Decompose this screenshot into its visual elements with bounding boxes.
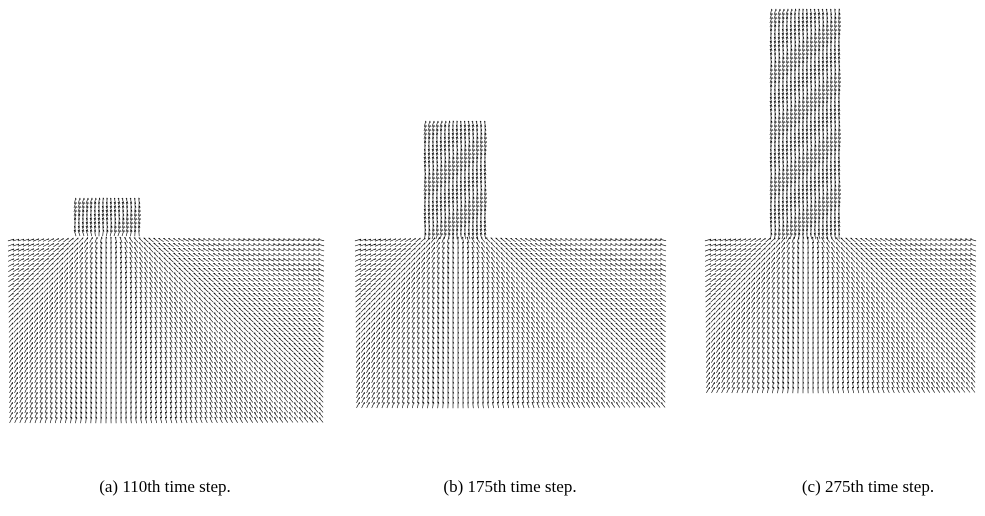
- caption: (c) 275th time step.: [802, 477, 934, 496]
- vector-field: [7, 197, 325, 424]
- vector-field: [354, 120, 667, 409]
- vector-field: [704, 8, 977, 394]
- caption: (a) 110th time step.: [99, 477, 231, 496]
- caption: (b) 175th time step.: [443, 477, 576, 496]
- vector-fields: [7, 8, 977, 424]
